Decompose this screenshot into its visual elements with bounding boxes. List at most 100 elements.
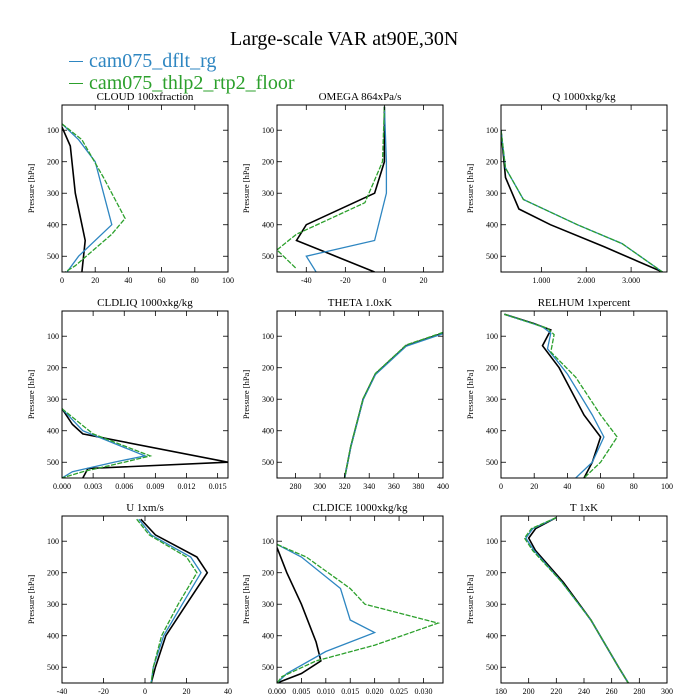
x-tick-label: 360 xyxy=(388,482,400,491)
y-tick-label: 500 xyxy=(486,252,498,261)
series-line-3 xyxy=(504,313,618,478)
panel-title: T 1xK xyxy=(570,502,598,514)
x-tick-label: 320 xyxy=(339,482,351,491)
panel-9: T 1xK Pressure [hPa] 100 200 300 400 500 180 200… xyxy=(465,502,673,696)
y-tick-label: 500 xyxy=(262,663,274,672)
y-tick-label: 400 xyxy=(486,427,498,436)
y-tick-label: 500 xyxy=(486,663,498,672)
x-tick-label: 1.000 xyxy=(532,276,550,285)
x-tick-label: 240 xyxy=(578,687,590,696)
x-tick-label: 0 xyxy=(499,482,503,491)
y-tick-label: 100 xyxy=(262,126,274,135)
y-tick-label: 100 xyxy=(486,126,498,135)
x-tick-label: 0.015 xyxy=(341,687,359,696)
y-tick-label: 300 xyxy=(486,395,498,404)
x-tick-label: 200 xyxy=(523,687,535,696)
legend-item-1: cam075_dflt_rg xyxy=(69,50,216,73)
y-tick-label: 300 xyxy=(47,189,59,198)
x-tick-label: 20 xyxy=(419,276,427,285)
y-tick-label: 200 xyxy=(262,158,274,167)
series-line-2 xyxy=(62,123,113,272)
x-tick-label: 0.000 xyxy=(53,482,71,491)
x-tick-label: 100 xyxy=(661,482,673,491)
series-line-1 xyxy=(501,130,663,272)
series-line-3 xyxy=(62,123,126,272)
x-tick-label: 0.012 xyxy=(178,482,196,491)
x-tick-label: 100 xyxy=(222,276,234,285)
y-tick-label: 500 xyxy=(47,663,59,672)
x-tick-label: 0.005 xyxy=(292,687,310,696)
y-tick-label: 200 xyxy=(262,569,274,578)
x-tick-label: 20 xyxy=(530,482,538,491)
x-tick-label: 0.015 xyxy=(209,482,227,491)
x-tick-label: 80 xyxy=(630,482,638,491)
series-line-1 xyxy=(504,313,602,478)
x-tick-label: 40 xyxy=(224,687,232,696)
series-line-1 xyxy=(140,518,209,683)
y-tick-label: 100 xyxy=(262,332,274,341)
figure-title: Large-scale VAR at90E,30N xyxy=(230,28,459,50)
x-tick-label: 20 xyxy=(183,687,191,696)
panel-title: CLDLIQ 1000xkg/kg xyxy=(97,297,193,309)
plot-frame xyxy=(276,104,444,273)
x-tick-label: 0 xyxy=(382,276,386,285)
y-tick-label: 300 xyxy=(47,395,59,404)
plot-frame xyxy=(61,515,229,684)
panel-title: CLOUD 100xfraction xyxy=(97,91,194,103)
y-tick-label: 300 xyxy=(262,189,274,198)
y-tick-label: 100 xyxy=(262,537,274,546)
x-tick-label: 60 xyxy=(158,276,166,285)
series-line-3 xyxy=(62,408,153,478)
series-line-3 xyxy=(523,517,629,683)
plot-frame xyxy=(61,310,229,479)
panel-title: Q 1000xkg/kg xyxy=(552,91,616,103)
panel-title: RELHUM 1xpercent xyxy=(538,297,631,309)
y-tick-label: 200 xyxy=(47,569,59,578)
y-tick-label: 400 xyxy=(486,221,498,230)
y-tick-label: 300 xyxy=(486,189,498,198)
x-tick-label: -20 xyxy=(98,687,109,696)
x-tick-label: 20 xyxy=(91,276,99,285)
x-tick-label: 0.030 xyxy=(414,687,432,696)
y-tick-label: 400 xyxy=(486,632,498,641)
y-tick-label: 200 xyxy=(486,364,498,373)
x-tick-label: 180 xyxy=(495,687,507,696)
plot-frame xyxy=(500,104,668,273)
x-tick-label: 0 xyxy=(60,276,64,285)
x-tick-label: 3.000 xyxy=(622,276,640,285)
x-tick-label: 380 xyxy=(412,482,424,491)
x-tick-label: 2.000 xyxy=(577,276,595,285)
x-tick-label: 0.009 xyxy=(146,482,164,491)
y-tick-label: 400 xyxy=(47,221,59,230)
y-tick-label: 400 xyxy=(262,221,274,230)
y-tick-label: 200 xyxy=(262,364,274,373)
y-tick-label: 500 xyxy=(486,458,498,467)
y-tick-label: 500 xyxy=(47,252,59,261)
series-line-2 xyxy=(62,408,148,478)
y-tick-label: 400 xyxy=(262,632,274,641)
y-tick-label: 200 xyxy=(47,158,59,167)
series-line-3 xyxy=(501,130,663,272)
y-tick-label: 100 xyxy=(47,332,59,341)
legend-label-1: cam075_dflt_rg xyxy=(89,50,217,72)
y-axis-label: Pressure [hPa] xyxy=(26,370,36,420)
x-tick-label: 280 xyxy=(633,687,645,696)
y-tick-label: 500 xyxy=(262,458,274,467)
x-tick-label: 260 xyxy=(606,687,618,696)
series-line-2 xyxy=(343,333,443,478)
x-tick-label: 0.020 xyxy=(366,687,384,696)
series-line-3 xyxy=(136,518,198,683)
y-tick-label: 300 xyxy=(486,600,498,609)
y-tick-label: 100 xyxy=(486,332,498,341)
y-tick-label: 200 xyxy=(486,158,498,167)
x-tick-label: 0.006 xyxy=(115,482,133,491)
x-tick-label: -40 xyxy=(301,276,312,285)
series-line-3 xyxy=(343,331,443,478)
series-line-2 xyxy=(138,518,202,683)
panel-title: U 1xm/s xyxy=(126,502,164,514)
series-line-2 xyxy=(277,543,377,683)
